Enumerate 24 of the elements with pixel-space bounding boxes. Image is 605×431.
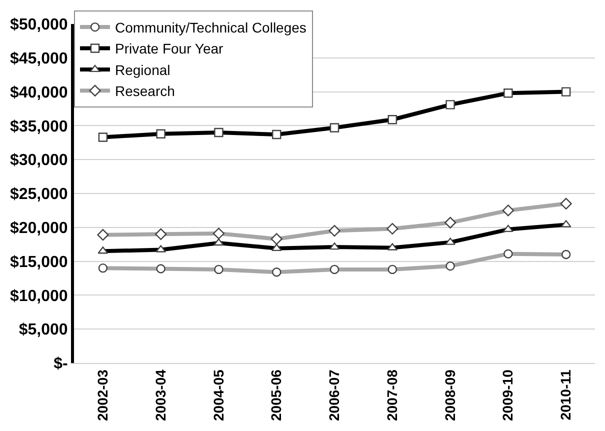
x-tick-label: 2003-04 xyxy=(152,369,168,421)
x-tick-label: 2010-11 xyxy=(558,369,574,420)
x-tick-label: 2005-06 xyxy=(268,369,284,421)
legend-label: Research xyxy=(115,83,175,100)
y-tick-label: $30,000 xyxy=(10,152,68,170)
y-tick-label: $- xyxy=(54,356,68,373)
x-tick-label: 2008-09 xyxy=(442,369,458,421)
y-tick-label: $45,000 xyxy=(10,50,68,68)
y-tick-label: $35,000 xyxy=(10,118,68,136)
legend-label: Private Four Year xyxy=(115,40,224,57)
y-tick-label: $20,000 xyxy=(10,220,68,237)
y-tick-label: $40,000 xyxy=(10,84,68,102)
x-tick-label: 2002-03 xyxy=(94,369,110,421)
y-tick-label: $5,000 xyxy=(18,322,68,339)
y-tick-label: $10,000 xyxy=(10,288,68,305)
legend-label: Regional xyxy=(115,62,170,78)
y-tick-label: $25,000 xyxy=(10,186,68,204)
y-tick-label: $50,000 xyxy=(10,16,68,34)
x-tick-label: 2004-05 xyxy=(210,369,226,421)
x-tick-label: 2006-07 xyxy=(326,369,342,421)
y-tick-label: $15,000 xyxy=(10,254,68,271)
x-tick-label: 2009-10 xyxy=(500,369,516,421)
legend-label: Community/Technical Colleges xyxy=(115,20,306,36)
x-tick-label: 2007-08 xyxy=(384,369,400,421)
